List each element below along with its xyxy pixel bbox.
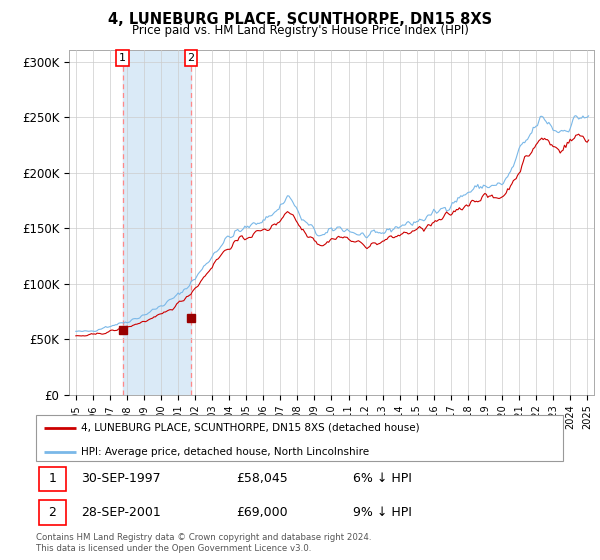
Text: 6% ↓ HPI: 6% ↓ HPI (353, 473, 412, 486)
Text: 2: 2 (187, 53, 194, 63)
Text: £58,045: £58,045 (236, 473, 289, 486)
Text: 30-SEP-1997: 30-SEP-1997 (81, 473, 161, 486)
Text: 28-SEP-2001: 28-SEP-2001 (81, 506, 161, 519)
FancyBboxPatch shape (38, 500, 66, 525)
Text: £69,000: £69,000 (236, 506, 288, 519)
Text: 9% ↓ HPI: 9% ↓ HPI (353, 506, 412, 519)
Text: 1: 1 (119, 53, 126, 63)
Text: HPI: Average price, detached house, North Lincolnshire: HPI: Average price, detached house, Nort… (81, 446, 369, 456)
FancyBboxPatch shape (38, 466, 66, 491)
Bar (122, 50, 191, 395)
Text: 1: 1 (49, 473, 56, 486)
Text: 4, LUNEBURG PLACE, SCUNTHORPE, DN15 8XS: 4, LUNEBURG PLACE, SCUNTHORPE, DN15 8XS (108, 12, 492, 27)
FancyBboxPatch shape (36, 416, 563, 461)
Text: Contains HM Land Registry data © Crown copyright and database right 2024.
This d: Contains HM Land Registry data © Crown c… (36, 533, 371, 553)
Text: 4, LUNEBURG PLACE, SCUNTHORPE, DN15 8XS (detached house): 4, LUNEBURG PLACE, SCUNTHORPE, DN15 8XS … (81, 423, 419, 433)
Text: 2: 2 (49, 506, 56, 519)
Text: Price paid vs. HM Land Registry's House Price Index (HPI): Price paid vs. HM Land Registry's House … (131, 24, 469, 37)
